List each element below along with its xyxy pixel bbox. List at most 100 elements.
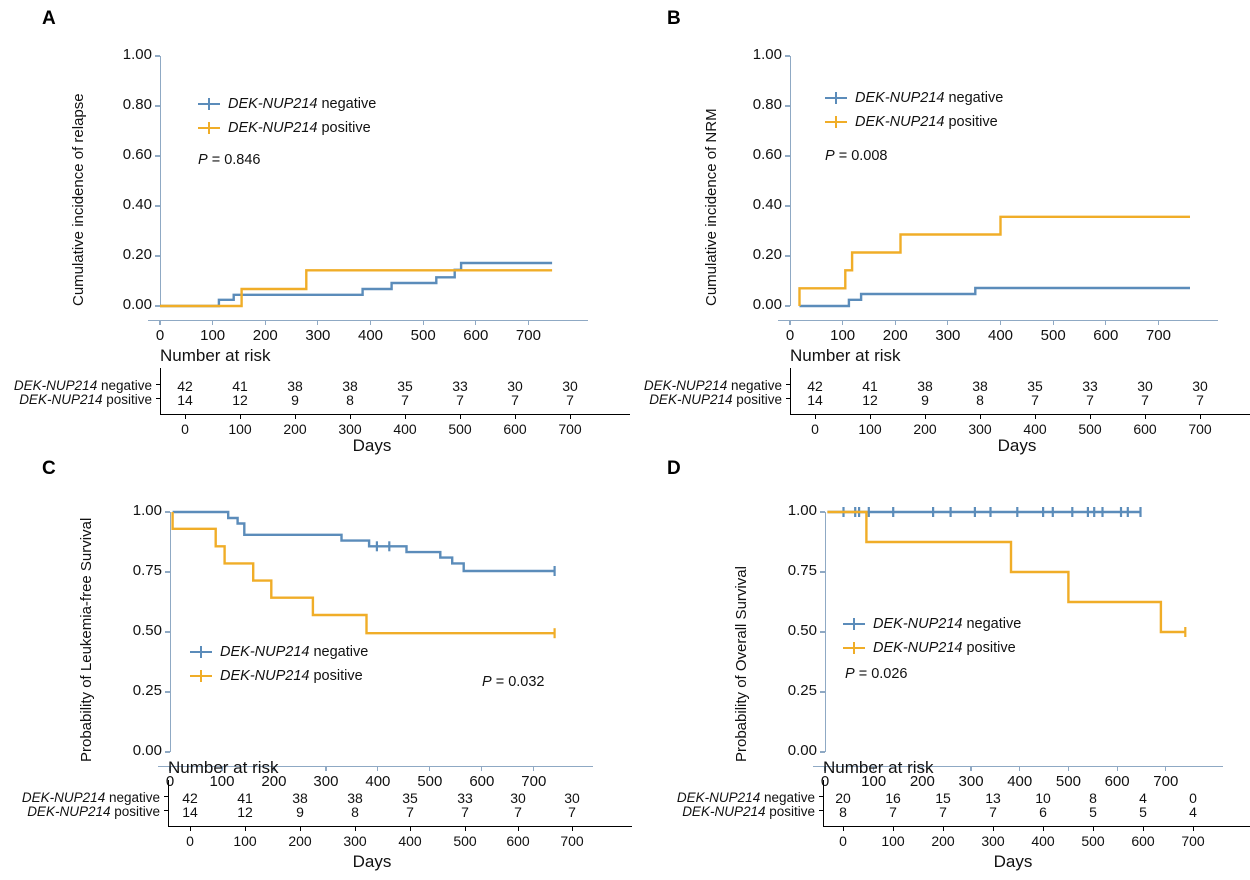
risk-cell: 38	[347, 790, 363, 806]
risk-table-vline	[168, 780, 170, 826]
y-tick-label: 0.80	[752, 96, 782, 113]
legend-marker-positive-icon	[843, 641, 865, 655]
x-tickmark	[475, 320, 477, 325]
x-tick-label: 300	[958, 773, 984, 790]
risk-cell: 9	[296, 804, 304, 820]
risk-cell: 38	[917, 378, 933, 394]
legend-label-suffix: positive	[944, 114, 998, 130]
y-tick-label: 0.00	[752, 296, 782, 313]
risk-row-suffix: negative	[105, 790, 160, 805]
y-tickmark	[155, 105, 160, 107]
y-tickmark	[785, 155, 790, 157]
risk-row-label: DEK-NUP214 positive	[0, 804, 160, 819]
legend-marker-positive-icon	[190, 669, 212, 683]
p-symbol: P	[845, 666, 855, 682]
y-tickmark	[785, 255, 790, 257]
x-axis-title: Days	[997, 436, 1037, 455]
risk-x-tick-label: 700	[560, 833, 584, 849]
risk-cell: 12	[232, 392, 248, 408]
p-value: P = 0.846	[198, 152, 261, 168]
p-symbol: P	[825, 148, 835, 164]
y-tickmark	[155, 155, 160, 157]
x-tickmark	[169, 766, 171, 771]
risk-cell: 30	[507, 378, 523, 394]
legend-item-positive: DEK-NUP214 positive	[190, 664, 368, 688]
p-equals: =	[854, 666, 872, 682]
p-value: P = 0.026	[845, 666, 908, 682]
risk-row-tick	[786, 398, 790, 400]
risk-x-tickmark	[843, 826, 845, 831]
curve-positive	[171, 512, 555, 635]
y-tick-label: 0.00	[787, 742, 817, 759]
risk-cell: 14	[177, 392, 193, 408]
risk-x-tick-label: 0	[181, 421, 189, 437]
panel-a: A Cumulative incidence of relapse 0.00 0.20…	[0, 0, 630, 440]
risk-x-tickmark	[185, 414, 187, 419]
legend-marker-negative-icon	[198, 97, 220, 111]
legend-item-positive: DEK-NUP214 positive	[843, 636, 1021, 660]
risk-x-tick-label: 600	[1133, 421, 1157, 437]
y-tick-label: 1.00	[787, 502, 817, 519]
y-tickmark	[820, 691, 825, 693]
y-tick-label: 0.40	[752, 196, 782, 213]
x-tickmark	[1157, 320, 1159, 325]
x-tickmark	[429, 766, 431, 771]
y-tick-label: 0.50	[787, 622, 817, 639]
curve-positive	[827, 510, 1186, 634]
gene-name: DEK-NUP214	[19, 392, 103, 407]
risk-x-tick-label: 200	[283, 421, 307, 437]
risk-cell: 7	[1196, 392, 1204, 408]
gene-name: DEK-NUP214	[228, 120, 318, 136]
risk-cell: 8	[839, 804, 847, 820]
gene-name: DEK-NUP214	[873, 640, 963, 656]
legend-label-positive: DEK-NUP214 positive	[220, 668, 363, 684]
x-tickmark	[221, 766, 223, 771]
legend-label-positive: DEK-NUP214 positive	[228, 120, 371, 136]
panel-d: D Probability of Overall Survival 0.00 0.25…	[625, 440, 1250, 880]
risk-x-tick-label: 400	[1031, 833, 1055, 849]
risk-cell: 38	[972, 378, 988, 394]
risk-row-label: DEK-NUP214 negative	[552, 378, 782, 393]
y-tickmark	[155, 205, 160, 207]
risk-table-vline	[160, 368, 162, 414]
risk-table-axis	[160, 414, 630, 416]
risk-cell: 14	[182, 804, 198, 820]
x-tickmark	[533, 766, 535, 771]
p-number: 0.846	[224, 152, 261, 168]
risk-x-tick-label: 0	[839, 833, 847, 849]
gene-name: DEK-NUP214	[873, 616, 963, 632]
risk-x-tickmark	[295, 414, 297, 419]
risk-x-tick-label: 500	[1081, 833, 1105, 849]
risk-cell: 8	[1089, 790, 1097, 806]
risk-x-tickmark	[815, 414, 817, 419]
risk-cell: 30	[564, 790, 580, 806]
legend-label-suffix: negative	[944, 90, 1004, 106]
risk-x-tickmark	[465, 826, 467, 831]
x-tickmark	[1019, 766, 1021, 771]
risk-cell: 7	[456, 392, 464, 408]
risk-x-tickmark	[350, 414, 352, 419]
legend-label-positive: DEK-NUP214 positive	[873, 640, 1016, 656]
risk-row-tick	[819, 796, 823, 798]
x-axis-spine	[158, 766, 593, 768]
risk-cell: 7	[511, 392, 519, 408]
risk-x-tick-label: 0	[186, 833, 194, 849]
x-tickmark	[264, 320, 266, 325]
legend-item-positive: DEK-NUP214 positive	[198, 116, 376, 140]
x-tickmark	[1052, 320, 1054, 325]
legend-item-negative: DEK-NUP214 negative	[198, 92, 376, 116]
risk-table-title: Number at risk	[790, 346, 901, 365]
risk-cell: 7	[461, 804, 469, 820]
risk-x-tick-label: 300	[981, 833, 1005, 849]
x-tick-label: 300	[313, 773, 339, 790]
risk-x-tickmark	[1200, 414, 1202, 419]
risk-x-tickmark	[410, 826, 412, 831]
risk-x-tick-label: 600	[506, 833, 530, 849]
risk-table-title: Number at risk	[823, 758, 934, 777]
x-tick-label: 600	[1093, 327, 1119, 344]
x-tickmark	[842, 320, 844, 325]
panel-c: C Probability of Leukemia-free Survival 0.…	[0, 440, 632, 880]
x-tickmark	[789, 320, 791, 325]
legend-label-suffix: negative	[309, 644, 369, 660]
y-axis-spine	[160, 56, 162, 306]
